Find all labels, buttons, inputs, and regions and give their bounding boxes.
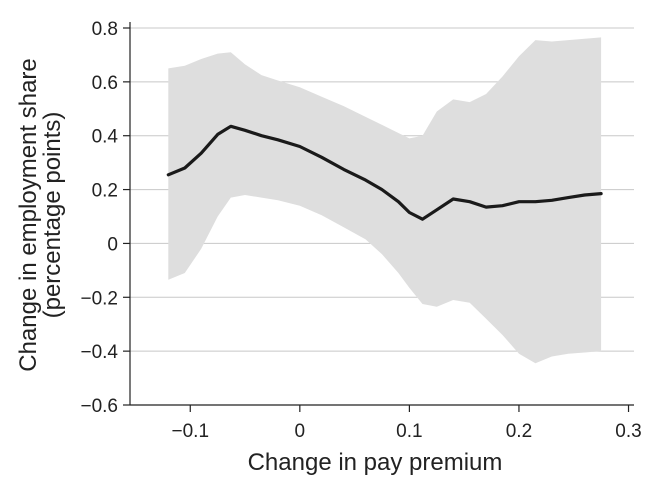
y-tick-label-5: 0.4 — [92, 127, 119, 148]
x-tick-label-1: 0 — [295, 421, 306, 442]
y-tick-label-2: −0.2 — [80, 288, 118, 309]
y-tick-label-1: −0.4 — [80, 342, 118, 363]
x-tick-label-2: 0.1 — [396, 421, 422, 442]
y-axis-title-line1: Change in employment share — [15, 58, 42, 372]
x-tick-label-0: −0.1 — [172, 421, 210, 442]
confidence-band — [168, 37, 602, 364]
x-axis-title: Change in pay premium — [248, 449, 503, 476]
y-axis-title-line2: (percentage points) — [39, 112, 66, 319]
y-tick-label-7: 0.8 — [92, 19, 118, 40]
ticks: −0.6 −0.4 −0.2 0 0.2 0.4 0.6 0.8 −0.1 0 0.1 0.2 0.3 — [80, 19, 641, 442]
series-line — [166, 124, 603, 221]
x-tick-label-3: 0.2 — [506, 421, 532, 442]
y-axis-title: Change in employment share (percentage p… — [15, 58, 66, 372]
x-tick-label-4: 0.3 — [615, 421, 641, 442]
y-tick-label-4: 0.2 — [92, 181, 118, 202]
y-tick-label-3: 0 — [107, 234, 118, 255]
y-tick-label-6: 0.6 — [92, 73, 118, 94]
y-tick-label-0: −0.6 — [80, 396, 118, 417]
axes — [129, 22, 634, 406]
